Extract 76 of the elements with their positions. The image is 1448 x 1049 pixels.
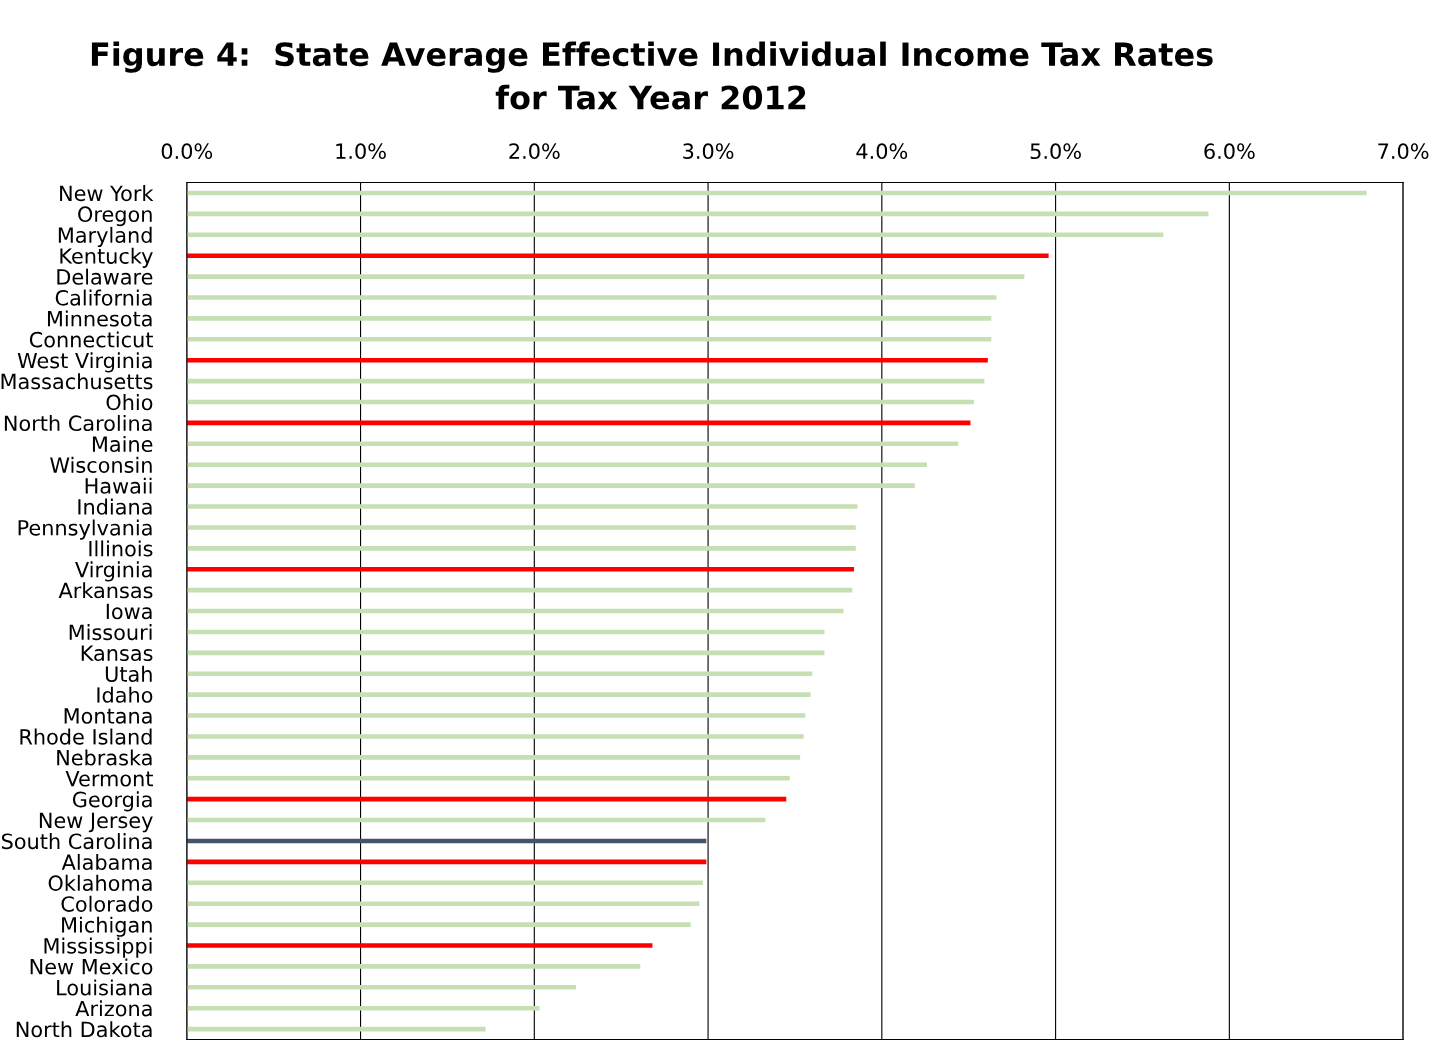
y-tick-label: Mississippi — [44, 937, 152, 958]
x-tick-label: 4.0% — [856, 143, 908, 160]
bar — [186, 525, 856, 530]
bar — [186, 1005, 540, 1011]
y-tick-label: Iowa — [106, 603, 152, 620]
y-tick-label: South Carolina — [1, 833, 152, 850]
y-tick-label: Delaware — [57, 268, 153, 285]
x-tick-label: 5.0% — [1030, 143, 1081, 160]
y-tick-label: Wisconsin — [50, 456, 152, 473]
y-tick-label: Kansas — [81, 645, 153, 662]
x-tick-label: 2.0% — [509, 143, 560, 160]
y-tick-label: California — [55, 289, 152, 306]
bar — [186, 713, 806, 718]
bar — [186, 504, 858, 509]
y-tick-label: Maryland — [58, 226, 152, 248]
x-tick-label: 6.0% — [1204, 143, 1255, 160]
bar — [186, 274, 1025, 279]
bar — [186, 316, 992, 321]
y-tick-label: North Dakota — [16, 1021, 152, 1038]
y-tick-label: Massachusetts — [1, 373, 153, 390]
bar — [186, 734, 804, 739]
y-tick-label: Pennsylvania — [18, 519, 152, 540]
y-tick-label: North Carolina — [4, 415, 152, 432]
bar — [186, 483, 915, 488]
y-tick-label: Virginia — [75, 561, 152, 582]
y-tick-label: Rhode Island — [20, 728, 152, 745]
y-tick-label: West Virginia — [17, 352, 152, 373]
y-tick-label: Kentucky — [60, 247, 153, 268]
x-tick-label: 3.0% — [683, 143, 734, 160]
bar — [186, 922, 691, 927]
bar — [186, 880, 703, 886]
y-tick-label: Connecticut — [29, 331, 153, 348]
bar — [186, 357, 988, 363]
y-tick-label: Maine — [92, 435, 153, 453]
y-tick-label: Nebraska — [57, 749, 152, 766]
bar — [186, 755, 801, 760]
bar — [186, 232, 1164, 238]
bar — [186, 671, 813, 677]
y-tick-label: New Jersey — [39, 812, 153, 833]
y-tick-label: Missouri — [69, 624, 152, 641]
y-tick-label: Oklahoma — [48, 874, 152, 891]
y-tick-label: New York — [60, 185, 154, 202]
bar — [186, 692, 811, 697]
x-tick-label: 0.0% — [161, 143, 213, 160]
y-tick-label: Georgia — [72, 791, 152, 812]
y-tick-label: Hawaii — [85, 477, 152, 494]
bar — [186, 546, 856, 551]
bar — [186, 985, 577, 990]
bar — [186, 964, 641, 969]
x-tick-label: 1.0% — [336, 143, 386, 160]
y-tick-label: Montana — [64, 708, 152, 724]
y-tick-label: Illinois — [89, 540, 153, 557]
bar — [186, 566, 855, 572]
y-tick-label: Colorado — [61, 895, 153, 912]
y-tick-label: Oregon — [78, 206, 152, 227]
y-tick-label: Indiana — [78, 498, 152, 515]
bar — [186, 901, 700, 906]
x-tick-label: 7.0% — [1378, 143, 1429, 160]
bar — [186, 295, 997, 300]
y-tick-label: Minnesota — [47, 310, 152, 327]
y-tick-label: New Mexico — [30, 958, 153, 975]
y-tick-label: Arizona — [75, 1000, 152, 1017]
bar — [186, 943, 653, 948]
bar — [186, 337, 992, 342]
chart-title: Figure 4: State Average Effective Individual Income Tax Rates for Tax Year 2012 — [91, 41, 1213, 110]
bar — [186, 775, 790, 781]
y-tick-label: Vermont — [65, 770, 153, 787]
y-tick-label: Ohio — [106, 394, 153, 411]
bar — [186, 253, 1049, 258]
y-tick-label: Louisiana — [57, 979, 152, 996]
y-tick-label: Idaho — [97, 686, 153, 703]
bar — [186, 462, 928, 468]
y-tick-label: Alabama — [61, 853, 152, 871]
y-tick-label: Arkansas — [58, 582, 153, 599]
y-tick-label: Utah — [105, 665, 152, 682]
y-tick-label: Michigan — [62, 916, 152, 937]
